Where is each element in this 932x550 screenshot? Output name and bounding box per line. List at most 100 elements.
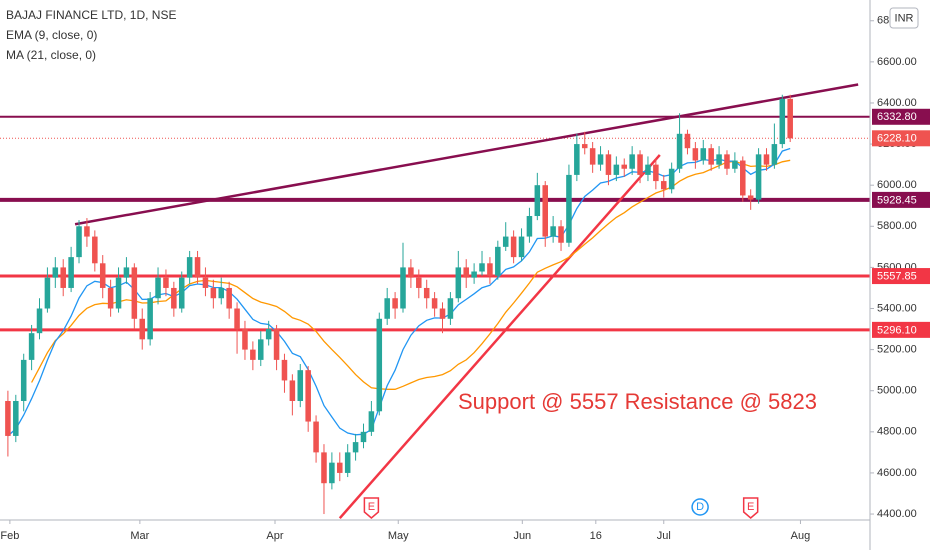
candle-body bbox=[455, 267, 462, 299]
candle-body bbox=[305, 370, 311, 422]
candle-body bbox=[589, 148, 596, 165]
candle-body bbox=[297, 370, 304, 401]
x-tick-label: Aug bbox=[791, 530, 811, 542]
symbol-title: BAJAJ FINANCE LTD, 1D, NSE bbox=[6, 8, 176, 22]
y-tick-label: 4400.00 bbox=[877, 508, 917, 520]
x-tick-label: Jul bbox=[657, 530, 671, 542]
currency-button[interactable] bbox=[889, 7, 919, 29]
candle-body bbox=[676, 133, 683, 169]
candle-body bbox=[92, 236, 98, 264]
y-tick-label: 5200.00 bbox=[877, 344, 917, 356]
candle-body bbox=[218, 287, 225, 299]
price-label: 5296.10 bbox=[877, 324, 917, 336]
candle-body bbox=[621, 164, 628, 169]
event-label: E bbox=[368, 501, 375, 513]
candle-body bbox=[250, 349, 256, 360]
candle-body bbox=[542, 185, 548, 237]
candle-body bbox=[28, 333, 35, 360]
ema-line bbox=[7, 147, 791, 437]
candle-body bbox=[605, 154, 612, 175]
candle-body bbox=[210, 287, 217, 299]
candle-body bbox=[581, 144, 588, 149]
candle-body bbox=[68, 257, 74, 288]
trendline bbox=[74, 83, 859, 226]
event-marker[interactable]: D bbox=[691, 498, 709, 516]
candle-body bbox=[115, 277, 122, 309]
y-tick-label: 5400.00 bbox=[877, 302, 917, 314]
candle-body bbox=[337, 462, 343, 473]
candle-body bbox=[495, 246, 501, 276]
x-tick-label: 16 bbox=[590, 530, 602, 542]
candle-body bbox=[344, 452, 351, 473]
candle-body bbox=[36, 308, 43, 334]
candle-body bbox=[242, 329, 248, 350]
event-marker[interactable]: E bbox=[363, 497, 380, 519]
candle-body bbox=[566, 174, 572, 243]
candle-body bbox=[716, 154, 722, 165]
candle-body bbox=[376, 318, 383, 412]
candle-body bbox=[416, 277, 422, 288]
candle-body bbox=[471, 271, 477, 278]
candle-body bbox=[637, 154, 643, 175]
candle-body bbox=[613, 164, 620, 175]
candle-body bbox=[400, 267, 406, 309]
candle-body bbox=[510, 236, 517, 258]
candle-body bbox=[668, 168, 675, 190]
candle-body bbox=[629, 154, 635, 169]
candle-body bbox=[99, 263, 106, 288]
x-tick-label: Jun bbox=[513, 530, 531, 542]
candle-body bbox=[597, 154, 604, 165]
candle-body bbox=[20, 359, 27, 401]
candle-body bbox=[139, 318, 145, 340]
candle-body bbox=[123, 267, 130, 278]
event-marker[interactable]: E bbox=[742, 497, 759, 519]
candle-body bbox=[574, 144, 580, 175]
candle-body bbox=[502, 236, 509, 247]
candle-body bbox=[660, 181, 667, 190]
candle-body bbox=[76, 226, 82, 258]
candle-body bbox=[763, 154, 770, 165]
y-tick-label: 4600.00 bbox=[877, 467, 917, 479]
event-label: D bbox=[696, 501, 704, 513]
candle-body bbox=[463, 267, 469, 278]
candle-body bbox=[684, 133, 691, 149]
candle-body bbox=[194, 257, 201, 278]
candle-body bbox=[5, 400, 11, 436]
candle-body bbox=[289, 380, 296, 401]
candle-body bbox=[44, 277, 51, 309]
candle-body bbox=[439, 308, 446, 319]
candle-body bbox=[321, 452, 327, 484]
candle-body bbox=[60, 267, 66, 288]
candle-body bbox=[384, 298, 390, 319]
annotation: Support @ 5557 Resistance @ 5823 bbox=[458, 389, 817, 414]
candle-body bbox=[550, 226, 556, 237]
candle-body bbox=[155, 277, 161, 299]
candle-body bbox=[273, 329, 280, 360]
candle-body bbox=[226, 287, 232, 309]
x-tick-label: Feb bbox=[0, 530, 19, 542]
candle-body bbox=[771, 144, 778, 165]
candle-body bbox=[732, 160, 738, 169]
y-tick-label: 5800.00 bbox=[877, 220, 917, 232]
candle-body bbox=[700, 148, 707, 161]
currency-label[interactable]: INR bbox=[895, 12, 914, 24]
candle-body bbox=[368, 411, 375, 432]
indicator-ma: MA (21, close, 0) bbox=[6, 48, 96, 62]
candle-body bbox=[163, 277, 169, 288]
candle-body bbox=[708, 148, 714, 165]
candle-body bbox=[558, 226, 564, 243]
candle-body bbox=[186, 257, 193, 278]
candle-body bbox=[352, 442, 359, 453]
candle-body bbox=[13, 400, 19, 436]
candle-body bbox=[202, 277, 209, 288]
candle-body bbox=[84, 226, 90, 237]
candle-body bbox=[645, 164, 651, 175]
price-label-box bbox=[872, 130, 930, 147]
x-tick-label: Mar bbox=[130, 530, 149, 542]
candle-body bbox=[131, 267, 138, 319]
candle-body bbox=[234, 308, 240, 330]
candle-body bbox=[171, 287, 177, 309]
candle-body bbox=[534, 185, 541, 217]
candle-body bbox=[423, 287, 430, 299]
